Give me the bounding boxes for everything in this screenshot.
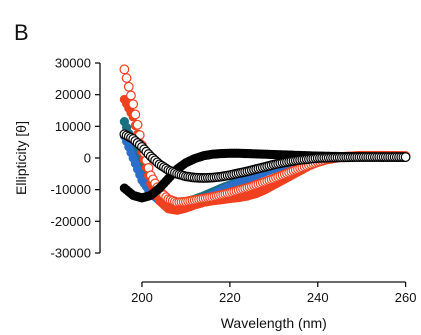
data-point xyxy=(119,64,130,75)
data-point xyxy=(400,152,411,162)
x-tick-label: 260 xyxy=(395,290,417,305)
data-point xyxy=(130,109,141,120)
y-axis-label: Ellipticity [θ] xyxy=(13,121,29,195)
x-tick-label: 200 xyxy=(131,290,153,305)
y-tick-label: -30000 xyxy=(51,246,91,261)
panel-label: B xyxy=(14,20,29,45)
y-tick-label: -20000 xyxy=(51,214,91,229)
axes: 30000 20000 10000 0 -10000 -20000 -30000 200 22… xyxy=(51,56,417,306)
x-tick-label: 220 xyxy=(219,290,241,305)
x-axis-label: Wavelength (nm) xyxy=(221,315,327,331)
y-tick-label: -10000 xyxy=(51,182,91,197)
series-6 xyxy=(119,129,411,183)
data-point xyxy=(123,81,134,92)
y-tick-label: 10000 xyxy=(55,119,91,134)
data-point xyxy=(121,73,132,83)
data-point xyxy=(126,90,136,101)
data-point xyxy=(128,99,139,110)
y-tick-label: 30000 xyxy=(55,56,91,71)
y-tick-label: 20000 xyxy=(55,87,91,102)
data-point xyxy=(132,119,143,130)
x-axis-ticks: 200 220 240 260 xyxy=(131,282,416,305)
series-layer xyxy=(119,64,411,215)
x-tick-label: 240 xyxy=(307,290,329,305)
y-tick-label: 0 xyxy=(84,151,91,166)
y-axis-ticks: 30000 20000 10000 0 -10000 -20000 -30000 xyxy=(51,56,100,261)
